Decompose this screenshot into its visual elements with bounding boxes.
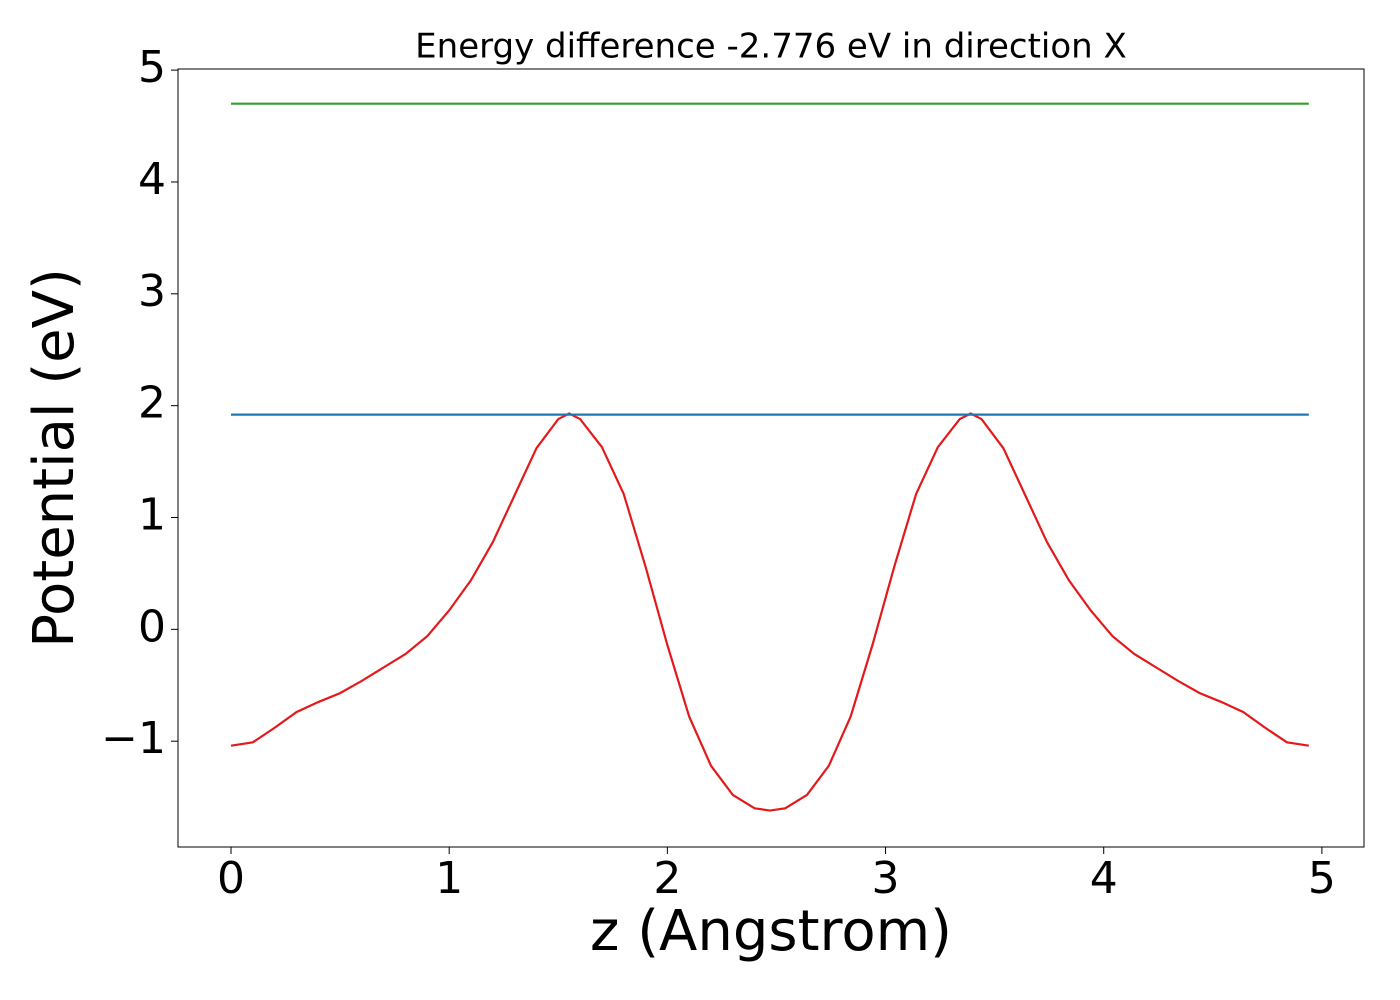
y-tick-label: 4 (138, 154, 166, 205)
x-tick-label: 3 (872, 853, 900, 904)
x-tick-label: 1 (435, 853, 463, 904)
x-tick-label: 4 (1090, 853, 1118, 904)
y-tick-label: 2 (138, 378, 166, 429)
x-tick-label: 2 (653, 853, 681, 904)
x-tick-label: 0 (217, 853, 245, 904)
y-tick-label: 1 (138, 490, 166, 541)
y-axis-label: Potential (eV) (22, 268, 87, 648)
y-tick-label: 3 (138, 266, 166, 317)
line-series (230, 412, 1309, 812)
chart-title: Energy difference -2.776 eV in direction… (415, 27, 1127, 67)
x-axis-label: z (Angstrom) (590, 899, 952, 964)
plot-frame (177, 68, 1365, 848)
x-tick-label: 5 (1308, 853, 1336, 904)
y-tick-label: 0 (138, 601, 166, 652)
y-tick-label: 5 (138, 42, 166, 93)
y-tick-label: −1 (101, 713, 166, 764)
